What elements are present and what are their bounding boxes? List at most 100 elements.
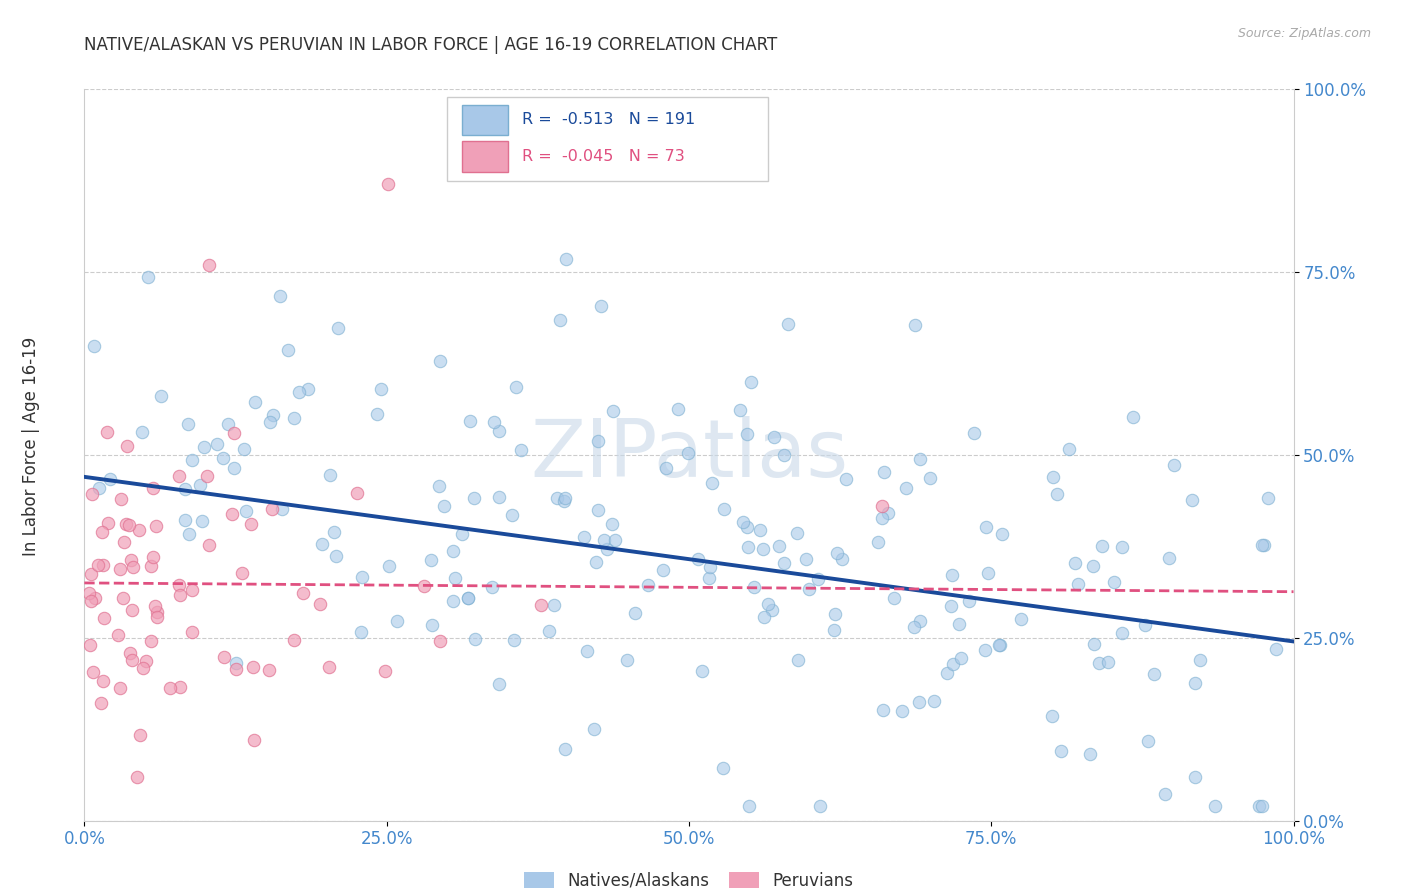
Text: NATIVE/ALASKAN VS PERUVIAN IN LABOR FORCE | AGE 16-19 CORRELATION CHART: NATIVE/ALASKAN VS PERUVIAN IN LABOR FORC… <box>84 36 778 54</box>
Point <box>1046 486 1069 500</box>
Point <box>1097 655 1119 669</box>
Point <box>374 664 396 678</box>
Point <box>824 607 846 622</box>
Point <box>510 442 533 457</box>
Point <box>973 642 995 657</box>
Point <box>697 571 720 585</box>
Point <box>827 546 849 560</box>
Point <box>108 562 131 576</box>
Point <box>288 385 311 400</box>
Text: Source: ZipAtlas.com: Source: ZipAtlas.com <box>1237 27 1371 40</box>
Point <box>242 660 264 674</box>
Point <box>948 617 970 632</box>
Point <box>349 625 371 640</box>
Point <box>688 552 710 566</box>
Point <box>121 653 143 667</box>
Point <box>941 567 963 582</box>
Point <box>963 425 986 440</box>
Point <box>1087 656 1109 670</box>
Point <box>903 318 925 332</box>
Point <box>637 578 659 592</box>
Point <box>616 653 638 667</box>
Point <box>180 452 202 467</box>
Point <box>225 662 247 676</box>
Point <box>79 638 101 652</box>
Point <box>212 650 235 665</box>
Point <box>366 407 388 421</box>
Point <box>876 506 898 520</box>
Point <box>451 527 474 541</box>
Point <box>586 434 609 448</box>
Point <box>179 527 201 541</box>
Point <box>142 481 165 495</box>
Point <box>325 549 347 563</box>
Point <box>870 499 893 513</box>
Point <box>1247 799 1270 814</box>
Point <box>146 605 169 619</box>
Point <box>1133 617 1156 632</box>
Point <box>420 553 443 567</box>
Point <box>131 425 153 439</box>
Point <box>83 339 105 353</box>
Point <box>1184 676 1206 690</box>
Point <box>624 606 647 620</box>
Text: R =  -0.513   N = 191: R = -0.513 N = 191 <box>522 112 696 128</box>
Point <box>1204 799 1226 814</box>
Point <box>751 541 773 556</box>
Point <box>122 560 145 574</box>
Point <box>222 425 245 440</box>
Point <box>763 430 786 444</box>
Point <box>1250 538 1272 552</box>
Point <box>1251 799 1274 814</box>
Point <box>488 490 510 504</box>
Point <box>377 558 399 573</box>
Point <box>1136 734 1159 748</box>
Point <box>868 535 890 549</box>
Point <box>1050 744 1073 758</box>
Point <box>690 665 713 679</box>
Point <box>481 580 503 594</box>
Point <box>761 603 783 617</box>
Point <box>1083 636 1105 650</box>
Point <box>794 552 817 566</box>
Point <box>505 380 527 394</box>
Point <box>463 491 485 506</box>
Point <box>180 625 202 640</box>
Point <box>873 465 896 479</box>
Point <box>990 527 1012 541</box>
Point <box>136 269 159 284</box>
Point <box>939 599 962 613</box>
Point <box>592 533 614 548</box>
Point <box>728 403 751 417</box>
Point <box>553 494 575 508</box>
Point <box>1040 709 1063 723</box>
Point <box>554 491 576 505</box>
Point <box>259 415 281 429</box>
Point <box>807 573 830 587</box>
Point <box>574 530 596 544</box>
Point <box>488 424 510 438</box>
Point <box>936 665 959 680</box>
Point <box>169 588 191 602</box>
Point <box>239 516 262 531</box>
Point <box>700 476 723 491</box>
Point <box>80 567 103 582</box>
Point <box>903 620 925 634</box>
Point <box>146 610 169 624</box>
Point <box>731 515 754 529</box>
Point <box>444 571 467 585</box>
Point <box>167 468 190 483</box>
Point <box>318 660 340 674</box>
Point <box>768 539 790 553</box>
Point <box>735 520 758 534</box>
Legend: Natives/Alaskans, Peruvians: Natives/Alaskans, Peruvians <box>517 865 860 892</box>
Point <box>603 533 626 547</box>
Point <box>977 566 1000 580</box>
Point <box>309 598 332 612</box>
Point <box>225 656 247 670</box>
Point <box>1122 409 1144 424</box>
Point <box>543 598 565 612</box>
Point <box>118 517 141 532</box>
FancyBboxPatch shape <box>461 104 508 136</box>
Point <box>458 414 481 428</box>
